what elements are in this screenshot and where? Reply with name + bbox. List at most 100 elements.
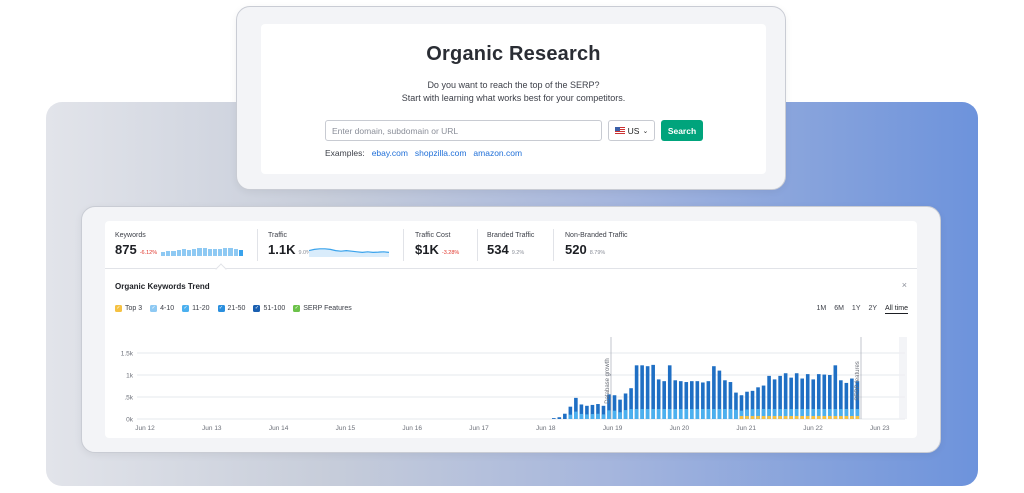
sparkline-bar: [233, 248, 238, 256]
chart-bar: [833, 365, 838, 419]
chart-bar-segment: [816, 409, 821, 419]
chart-bar: [601, 405, 606, 419]
annotation-label: Database growth: [605, 358, 611, 403]
metric-label: Keywords: [115, 232, 146, 239]
legend-item[interactable]: ✓ 51-100: [253, 305, 285, 312]
chart-bar-segment-top3: [800, 416, 804, 419]
chart-bar-segment: [673, 409, 678, 419]
checkbox-icon: ✓: [293, 305, 301, 312]
sparkline-bar: [186, 249, 192, 256]
chart-bar-segment-top3: [772, 416, 777, 419]
chart-bar: [651, 364, 655, 419]
search-panel-body: Organic Research Do you want to reach th…: [261, 24, 766, 174]
chart-bar-segment: [717, 409, 722, 419]
chart-bar: [629, 388, 633, 419]
sparkline-area: [309, 248, 389, 257]
chart-bar-segment: [783, 409, 788, 419]
chart-bar-segment-top3: [811, 416, 816, 419]
chart-bar: [690, 381, 694, 419]
legend-item[interactable]: ✓ 21-50: [217, 305, 245, 312]
x-tick-label: Jun 22: [803, 425, 823, 432]
metric-non-branded-traffic[interactable]: Non-Branded Traffic 520 8.79%: [565, 232, 628, 257]
chart-bar: [855, 381, 860, 419]
chart-bar-segment: [612, 410, 617, 419]
y-tick-label: .5k: [124, 395, 133, 402]
chart-bar-segment: [805, 409, 810, 419]
chart-bar-segment: [601, 414, 606, 419]
domain-input[interactable]: [325, 120, 602, 141]
checkbox-icon: ✓: [115, 305, 122, 312]
x-tick-label: Jun 20: [670, 425, 690, 432]
metric-keywords[interactable]: Keywords 875 -6.12%: [115, 232, 157, 257]
metric-traffic-cost[interactable]: Traffic Cost $1K -3.28%: [415, 232, 459, 257]
chart-bar: [667, 365, 672, 419]
legend-item[interactable]: ✓ SERP Features: [293, 305, 352, 312]
period-option[interactable]: 2Y: [868, 305, 878, 312]
sparkline-bar: [202, 247, 207, 256]
period-option[interactable]: All time: [885, 305, 908, 314]
organic-research-search-panel: Organic Research Do you want to reach th…: [236, 6, 786, 190]
period-option[interactable]: 1Y: [851, 305, 861, 312]
example-link-shopzilla[interactable]: shopzilla.com: [414, 148, 467, 158]
chart-bar: [662, 381, 666, 419]
keywords-sparkline: [161, 247, 243, 256]
chart-bar-segment: [706, 409, 711, 419]
chart-bar-segment: [822, 409, 827, 419]
legend-item[interactable]: ✓ 11-20: [182, 305, 210, 312]
sparkline-bar: [197, 248, 202, 256]
chart-bar-segment: [629, 409, 633, 419]
legend-item[interactable]: ✓ 4-10: [150, 305, 174, 312]
metric-delta: -6.12%: [139, 250, 158, 256]
chart-bar: [557, 417, 562, 419]
database-select[interactable]: US ⌄: [608, 120, 655, 141]
chart-bar: [673, 380, 678, 419]
chart-bar-segment: [634, 409, 639, 419]
trend-title: Organic Keywords Trend: [115, 282, 210, 291]
search-button[interactable]: Search: [661, 120, 703, 141]
metric-label: Traffic: [268, 232, 288, 239]
metric-traffic[interactable]: Traffic 1.1K 9.0%: [268, 232, 311, 257]
chart-bar: [828, 375, 832, 419]
chart-bar: [850, 378, 854, 419]
x-tick-label: Jun 12: [135, 425, 155, 432]
chart-bar: [723, 380, 727, 419]
legend-item[interactable]: ✓ Top 3: [115, 305, 142, 312]
checkbox-icon: ✓: [150, 305, 158, 312]
chart-bar: [656, 379, 661, 419]
chart-bar-segment: [778, 409, 782, 419]
x-tick-label: Jun 13: [202, 425, 222, 432]
period-option[interactable]: 1M: [816, 305, 827, 312]
chart-bar-segment-top3: [789, 416, 793, 419]
divider: [553, 229, 554, 261]
checkbox-icon: ✓: [253, 305, 261, 312]
period-option[interactable]: 6M: [834, 305, 844, 312]
chart-bar-segment: [656, 409, 661, 419]
database-select-value: US: [627, 125, 640, 136]
example-link-amazon[interactable]: amazon.com: [473, 148, 523, 158]
y-tick-label: 0k: [126, 417, 134, 424]
chart-bar-segment: [761, 409, 766, 419]
chart-bar-segment: [811, 409, 816, 419]
sparkline-bar: [207, 249, 212, 256]
close-icon[interactable]: ×: [901, 280, 907, 290]
chart-bar: [552, 418, 556, 419]
x-tick-label: Jun 23: [870, 425, 890, 432]
chart-bar: [563, 413, 567, 419]
metric-branded-traffic[interactable]: Branded Traffic 534 9.2%: [487, 232, 534, 257]
chart-bar-segment: [607, 410, 611, 419]
chart-bar-segment: [662, 409, 666, 419]
chart-bar-segment-top3: [839, 416, 843, 419]
chart-bar: [844, 382, 849, 419]
chart-bar: [623, 393, 628, 419]
example-link-ebay[interactable]: ebay.com: [371, 148, 408, 158]
metric-value: 534: [487, 242, 509, 257]
chart-bar: [805, 374, 810, 419]
chart-bar-segment-top3: [805, 416, 810, 419]
chart-bar-segment-top3: [816, 416, 821, 419]
divider: [477, 229, 478, 261]
chart-bar: [618, 399, 622, 419]
chart-bar-segment-top3: [822, 416, 827, 419]
chart-hover-column: [899, 337, 907, 419]
examples-row: Examples: ebay.com shopzilla.com amazon.…: [325, 148, 522, 158]
